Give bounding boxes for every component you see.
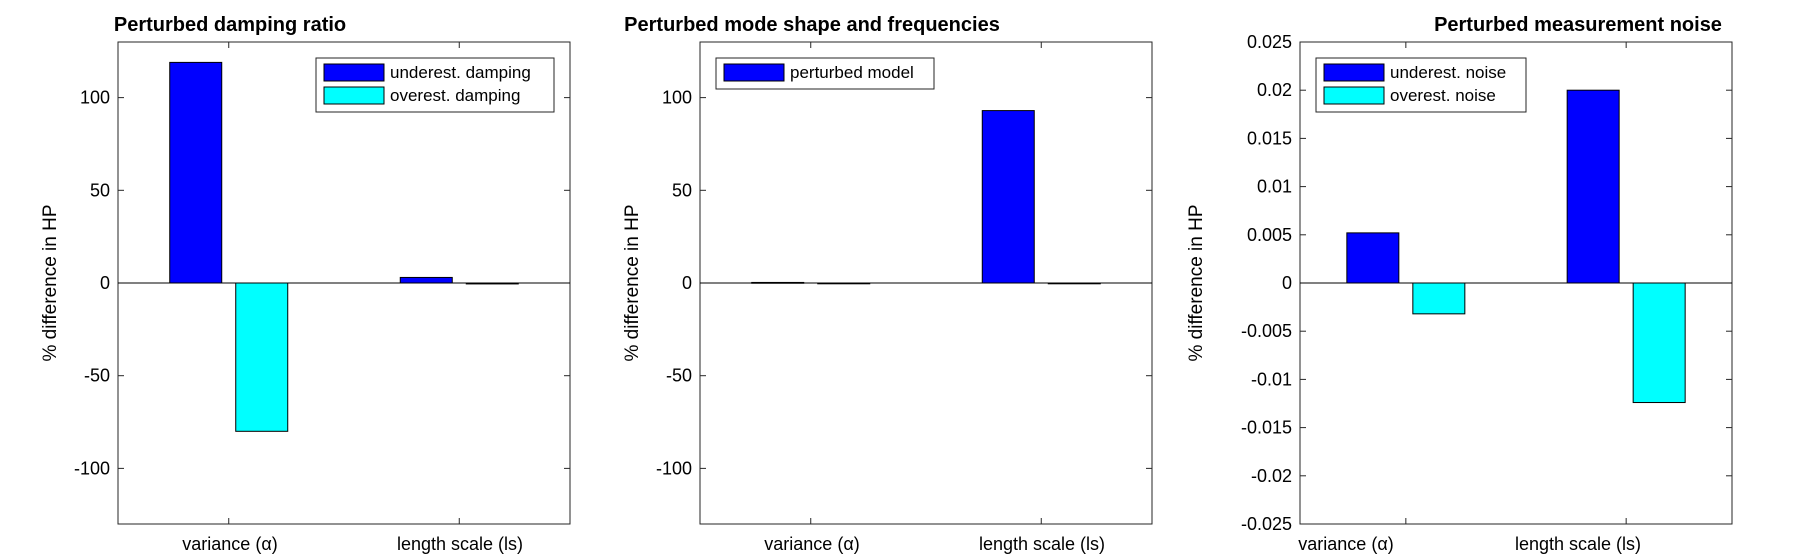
y-axis-label: % difference in HP (1186, 204, 1207, 361)
y-tick-label: 0.01 (1257, 177, 1292, 197)
bar-series-1 (981, 110, 1035, 284)
legend-swatch (723, 63, 785, 82)
x-tick-label: length scale (ls) (1515, 534, 1641, 554)
y-tick-label: -0.015 (1241, 418, 1292, 438)
legend-swatch (1323, 86, 1385, 105)
legend-swatch (323, 86, 385, 105)
chart-title: Perturbed measurement noise (1434, 14, 1722, 36)
bar-series-2 (235, 282, 289, 432)
x-tick-label: variance (α) (1298, 534, 1393, 554)
legend-label: perturbed model (790, 63, 914, 82)
x-tick-label: variance (α) (182, 534, 277, 554)
y-tick-label: -0.01 (1251, 369, 1292, 389)
y-tick-label: 0 (100, 273, 110, 293)
bar-series-1 (169, 61, 223, 284)
y-tick-label: -50 (84, 366, 110, 386)
bar-series-2 (1632, 282, 1686, 404)
y-tick-label: 50 (672, 180, 692, 200)
chart-panel-mode-shape: Perturbed mode shape and frequencies % d… (622, 14, 1153, 554)
legend: perturbed model (715, 57, 935, 90)
y-tick-label: 100 (662, 88, 692, 108)
legend-label: underest. noise (1390, 63, 1506, 82)
y-tick-label: -0.005 (1241, 321, 1292, 341)
legend-swatch (323, 63, 385, 82)
y-tick-label: -100 (656, 458, 692, 478)
legend-label: overest. damping (390, 86, 520, 105)
legend: underest. damping overest. damping (315, 57, 555, 113)
bar-series-1 (399, 276, 453, 284)
y-tick-label: 0 (682, 273, 692, 293)
y-tick-label: -50 (666, 366, 692, 386)
y-tick-label: 50 (90, 180, 110, 200)
bar-series-1 (1346, 232, 1400, 284)
bar-series-1 (1566, 89, 1620, 284)
x-tick-label: length scale (ls) (397, 534, 523, 554)
legend: underest. noise overest. noise (1315, 57, 1527, 113)
bar-series-2 (1412, 282, 1466, 315)
y-tick-label: -100 (74, 458, 110, 478)
chart-panel-measurement-noise: Perturbed measurement noise % difference… (1186, 14, 1733, 554)
legend-label: overest. noise (1390, 86, 1496, 105)
y-tick-label: 0 (1282, 273, 1292, 293)
x-tick-label: length scale (ls) (979, 534, 1105, 554)
chart-panel-damping: Perturbed damping ratio % difference in … (40, 14, 571, 554)
y-tick-label: 0.005 (1247, 225, 1292, 245)
y-tick-label: -0.025 (1241, 514, 1292, 534)
y-tick-label: 0.02 (1257, 80, 1292, 100)
legend-swatch (1323, 63, 1385, 82)
x-tick-label: variance (α) (764, 534, 859, 554)
legend-label: underest. damping (390, 63, 531, 82)
y-tick-label: 100 (80, 88, 110, 108)
y-tick-label: 0.015 (1247, 128, 1292, 148)
chart-title: Perturbed mode shape and frequencies (624, 14, 1000, 36)
y-tick-label: -0.02 (1251, 466, 1292, 486)
y-tick-label: 0.025 (1247, 32, 1292, 52)
chart-title: Perturbed damping ratio (114, 14, 346, 36)
y-axis-label: % difference in HP (622, 204, 643, 361)
y-axis-label: % difference in HP (40, 204, 61, 361)
